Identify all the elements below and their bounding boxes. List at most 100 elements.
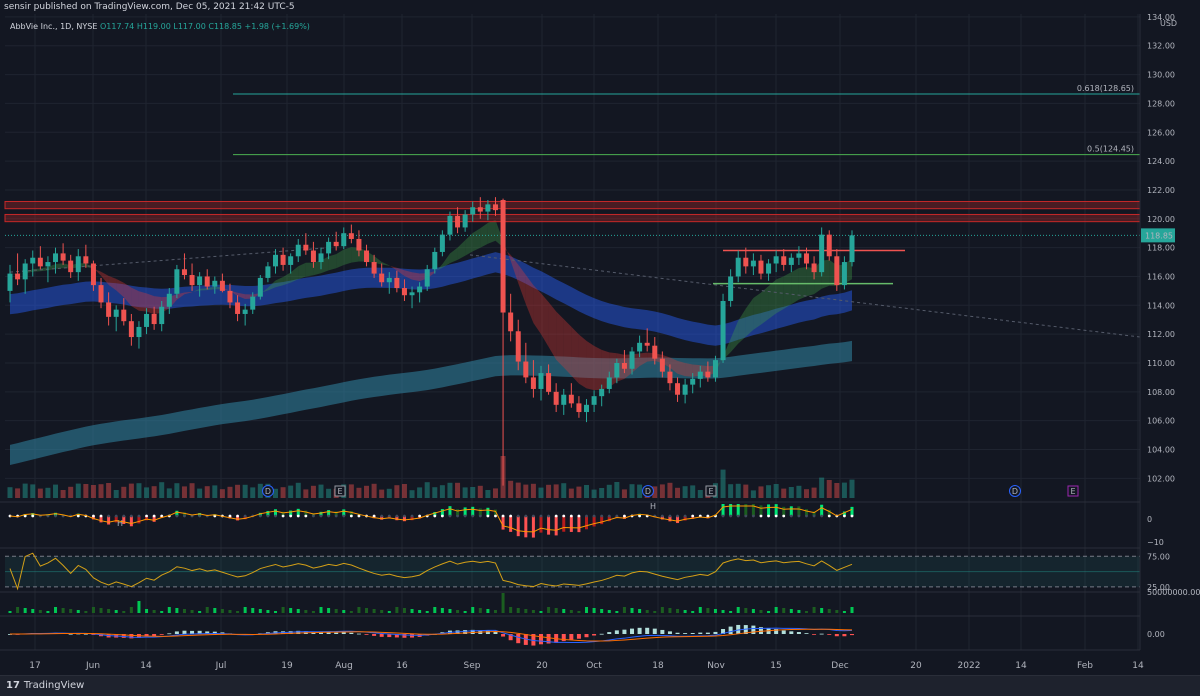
ema-50-ribbon <box>10 252 852 346</box>
ema-fast-ribbon-segment <box>199 288 208 291</box>
squeeze-dot <box>327 514 330 518</box>
price-tick: 116.00 <box>1147 272 1175 281</box>
macd-histogram-bar <box>197 630 202 634</box>
volume-histogram-bar <box>797 610 801 613</box>
candle-body <box>508 312 514 332</box>
oscillator-bar <box>137 516 141 524</box>
volume-bar <box>30 484 36 498</box>
squeeze-dot <box>577 514 581 518</box>
macd-histogram-bar <box>690 632 695 634</box>
candle-body <box>781 256 787 265</box>
ema-fast-ribbon-segment <box>396 267 405 276</box>
volume-bar <box>326 488 332 498</box>
earnings-marker[interactable]: E <box>1067 485 1079 497</box>
symbol-legend: AbbVie Inc., 1D, NYSE O117.74 H119.00 L1… <box>10 22 310 31</box>
macd-histogram-bar <box>827 634 832 635</box>
squeeze-dot <box>615 514 619 518</box>
candle <box>219 273 225 293</box>
candle <box>637 335 643 358</box>
candle-body <box>219 280 225 291</box>
earnings-marker[interactable]: E <box>705 485 717 497</box>
volume-bar <box>546 484 552 498</box>
squeeze-dot <box>152 514 156 518</box>
candle-body <box>15 273 21 280</box>
oscillator-bar <box>516 516 520 537</box>
price-chart[interactable]: 0.618(128.65) 0.5(124.45) 0 −10 H H 75.00 25.0… <box>0 0 1200 676</box>
oscillator-bar <box>531 516 535 538</box>
macd-histogram-bar <box>159 634 164 635</box>
event-letter: E <box>337 487 342 496</box>
volume-histogram-bar <box>220 609 224 613</box>
dividend-marker[interactable]: D <box>262 485 274 497</box>
candle <box>295 238 301 263</box>
volume-histogram-bar <box>266 610 270 613</box>
volume-histogram-bar <box>228 610 232 613</box>
volume-histogram-bar <box>547 607 551 613</box>
time-tick: 14 <box>1015 661 1027 671</box>
macd-histogram-bar <box>736 624 741 634</box>
price-tick: 124.00 <box>1147 157 1175 166</box>
ema-fast-ribbon-segment <box>351 247 359 263</box>
candle <box>272 249 278 274</box>
earnings-marker[interactable]: E <box>334 485 346 497</box>
oscillator-bar <box>304 510 308 516</box>
volume-histogram-bar <box>190 610 194 613</box>
volume-bar <box>197 488 203 498</box>
squeeze-dot <box>456 514 459 518</box>
volume-bar <box>242 484 248 498</box>
dividend-marker[interactable]: D <box>642 485 654 497</box>
symbol-name[interactable]: AbbVie Inc., 1D, NYSE <box>10 22 98 31</box>
oscillator-bar <box>342 509 346 516</box>
ema-fast-ribbon-segment <box>123 282 132 307</box>
candle-body <box>439 234 445 252</box>
moving-average-ribbons <box>10 220 852 466</box>
macd-histogram-bar <box>796 632 801 634</box>
volume-histogram-bar <box>327 608 331 613</box>
candle <box>371 254 377 278</box>
volume-histogram-bar <box>569 610 573 613</box>
tradingview-brand[interactable]: 17 TradingView <box>6 680 84 691</box>
candle-body <box>348 233 354 239</box>
candle <box>728 269 734 307</box>
volume-bar <box>523 484 529 498</box>
candle <box>394 270 400 293</box>
ema-fast-ribbon-segment <box>525 274 534 323</box>
squeeze-dot <box>774 514 778 518</box>
macd-histogram-bar <box>341 632 346 634</box>
candle <box>553 383 559 413</box>
volume-bar <box>151 486 157 498</box>
volume-histogram-bar <box>804 611 808 613</box>
candle <box>75 249 81 281</box>
axes: 134.00 132.00 130.00 128.00 126.00 124.00 122.… <box>29 13 1177 671</box>
ema-fast-ribbon-segment <box>586 340 595 391</box>
candle-body <box>826 234 832 257</box>
candle-body <box>83 256 89 264</box>
dividend-marker[interactable]: D <box>1009 485 1021 497</box>
candle-body <box>477 207 483 212</box>
candle <box>697 365 703 388</box>
volume-bar <box>90 485 96 498</box>
ema-200-ribbon <box>10 340 852 466</box>
candle-body <box>750 260 756 267</box>
macd-histogram-bar <box>334 632 339 634</box>
squeeze-dot <box>334 514 338 518</box>
ema-fast-ribbon-segment <box>594 345 602 391</box>
ema-fast-ribbon-segment <box>434 264 443 273</box>
time-tick: Jul <box>215 661 227 671</box>
macd-histogram-bar <box>394 634 399 638</box>
ema-fast-ribbon-segment <box>176 292 185 300</box>
volume-bar <box>121 486 127 498</box>
volume-bar <box>166 488 172 498</box>
candle <box>584 399 590 423</box>
squeeze-dot <box>448 514 452 518</box>
candle-body <box>90 263 96 286</box>
oscillator-bar <box>349 511 353 516</box>
volume-bar <box>386 488 392 498</box>
macd-histogram-bar <box>182 630 187 634</box>
oscillator-bar <box>296 508 300 516</box>
candle <box>447 211 453 241</box>
footer-bar: 17 TradingView <box>0 675 1200 696</box>
squeeze-dot <box>380 514 384 518</box>
squeeze-dot <box>198 514 202 518</box>
